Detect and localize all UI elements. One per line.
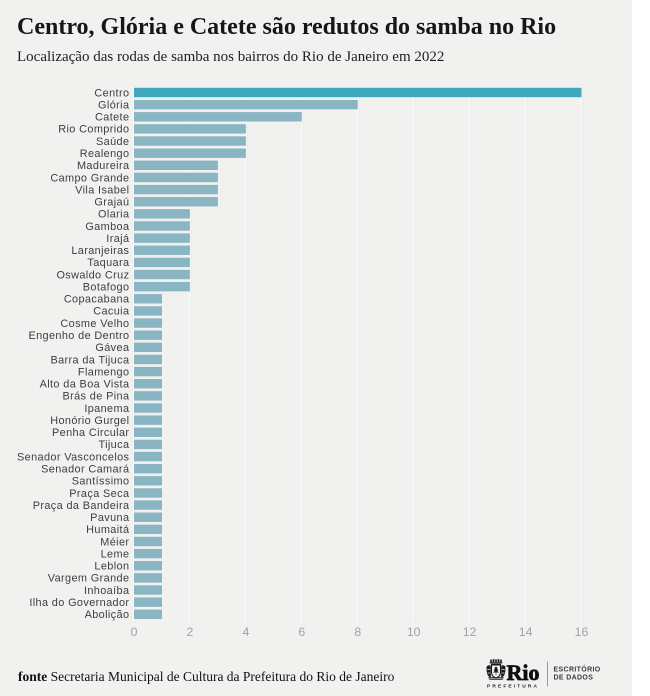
svg-text:Grajaú: Grajaú [94, 197, 129, 209]
svg-text:Glória: Glória [98, 99, 130, 111]
svg-text:Pavuna: Pavuna [90, 512, 130, 524]
svg-text:Ilha do Governador: Ilha do Governador [29, 597, 129, 609]
svg-text:Engenho de Dentro: Engenho de Dentro [28, 330, 129, 342]
svg-text:Saúde: Saúde [96, 136, 129, 148]
svg-text:Leme: Leme [101, 548, 130, 560]
svg-text:Oswaldo Cruz: Oswaldo Cruz [56, 269, 129, 281]
svg-text:Gamboa: Gamboa [85, 221, 130, 233]
svg-text:Madureira: Madureira [77, 160, 130, 172]
svg-text:Tijuca: Tijuca [98, 439, 129, 451]
svg-text:Brás de Pina: Brás de Pina [62, 391, 129, 403]
svg-text:Abolição: Abolição [85, 609, 130, 621]
svg-text:Honório Gurgel: Honório Gurgel [50, 415, 129, 427]
svg-text:Taquara: Taquara [87, 257, 130, 269]
svg-text:0: 0 [131, 625, 138, 639]
svg-text:Campo Grande: Campo Grande [50, 172, 129, 184]
svg-text:Praça Seca: Praça Seca [69, 488, 130, 500]
svg-text:Catete: Catete [95, 112, 129, 124]
svg-text:Senador Vasconcelos: Senador Vasconcelos [17, 451, 130, 463]
svg-text:Cosme Velho: Cosme Velho [60, 318, 129, 330]
svg-text:PREFEITURA: PREFEITURA [487, 684, 539, 690]
svg-text:Barra da Tijuca: Barra da Tijuca [50, 354, 130, 366]
svg-text:Irajá: Irajá [106, 233, 130, 245]
svg-text:Vila Isabel: Vila Isabel [75, 184, 129, 196]
svg-text:Alto da Boa Vista: Alto da Boa Vista [40, 379, 130, 391]
svg-text:Praça da Bandeira: Praça da Bandeira [33, 500, 130, 512]
svg-text:12: 12 [463, 625, 477, 639]
svg-text:Laranjeiras: Laranjeiras [71, 245, 129, 257]
svg-text:Botafogo: Botafogo [83, 281, 130, 293]
svg-text:Flamengo: Flamengo [78, 366, 129, 378]
svg-text:Senador Camará: Senador Camará [41, 463, 130, 475]
svg-text:Humaitá: Humaitá [86, 524, 130, 536]
svg-text:6: 6 [298, 625, 305, 639]
svg-text:Méier: Méier [100, 536, 129, 548]
svg-text:Vargem Grande: Vargem Grande [48, 573, 130, 585]
svg-text:Centro: Centro [94, 87, 129, 99]
svg-text:2: 2 [186, 625, 193, 639]
svg-text:Rio Comprido: Rio Comprido [58, 124, 129, 136]
svg-text:Santíssimo: Santíssimo [72, 476, 130, 488]
svg-text:Realengo: Realengo [80, 148, 130, 160]
svg-text:Cacuia: Cacuia [93, 306, 130, 318]
svg-text:Gávea: Gávea [95, 342, 130, 354]
svg-text:Copacabana: Copacabana [64, 294, 130, 306]
svg-text:Penha Circular: Penha Circular [52, 427, 129, 439]
svg-text:ESCRITÓRIO: ESCRITÓRIO [554, 665, 601, 674]
svg-text:Leblon: Leblon [94, 561, 129, 573]
svg-text:Ipanema: Ipanema [84, 403, 130, 415]
svg-text:10: 10 [407, 625, 421, 639]
svg-text:4: 4 [242, 625, 249, 639]
svg-text:Rio: Rio [507, 660, 540, 685]
svg-text:14: 14 [519, 625, 533, 639]
svg-text:Inhoaíba: Inhoaíba [84, 585, 130, 597]
svg-text:8: 8 [354, 625, 361, 639]
svg-text:16: 16 [575, 625, 589, 639]
svg-text:DE DADOS: DE DADOS [554, 675, 594, 682]
svg-text:Olaria: Olaria [98, 209, 130, 221]
